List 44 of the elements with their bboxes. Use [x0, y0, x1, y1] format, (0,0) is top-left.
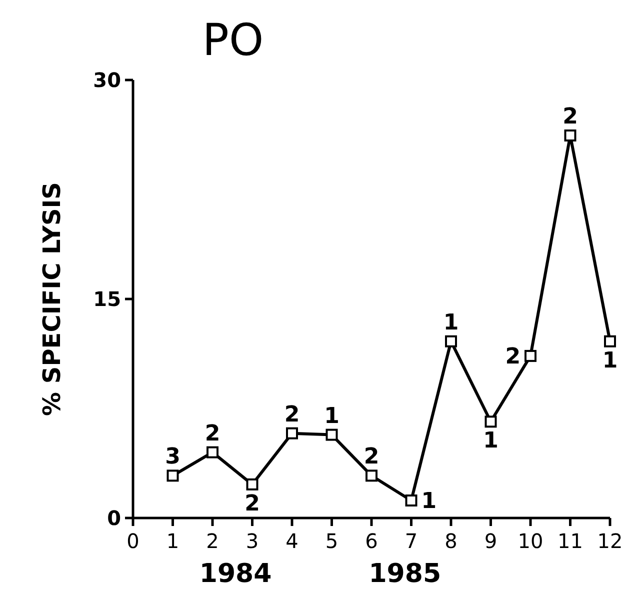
point: [405, 494, 418, 506]
y-axis-title: % SPECIFIC LYSIS: [38, 182, 66, 416]
x-tick-label: 9: [484, 529, 498, 553]
point: [286, 427, 298, 440]
chart-title: PO: [202, 15, 264, 66]
x-tick-label: 6: [365, 529, 378, 553]
x-tick-label: 2: [206, 529, 219, 553]
point: [445, 335, 457, 348]
annotation: 2: [505, 344, 520, 370]
annotation: 1: [324, 404, 340, 429]
x-tick-label: 0: [126, 529, 140, 553]
annotation: 2: [204, 421, 220, 446]
text: 1984: [199, 559, 272, 589]
annotation: 2: [562, 104, 578, 130]
x-tick-label: 10: [518, 529, 544, 553]
annotation: 1: [602, 348, 618, 374]
x-tick-label: 3: [246, 529, 259, 553]
annotation: 2: [284, 402, 300, 428]
y-tick-label: 0: [107, 506, 121, 530]
text: 1985: [368, 559, 442, 589]
annotation: 1: [483, 428, 498, 454]
x-tick-label: 4: [286, 529, 298, 553]
point: [246, 478, 258, 490]
point: [564, 129, 576, 142]
point: [484, 416, 497, 428]
x-tick-label: 5: [325, 529, 338, 553]
point: [166, 470, 179, 482]
annotation: 2: [244, 491, 260, 516]
x-tick-label: 1: [166, 529, 180, 553]
x-tick-label: 11: [558, 529, 583, 553]
annotation: 2: [364, 444, 380, 470]
point: [524, 350, 536, 362]
annotation: 3: [165, 444, 180, 470]
annotation: 1: [443, 310, 459, 336]
point: [366, 470, 378, 482]
x-tick-label: 12: [597, 529, 623, 553]
annotation: 1: [421, 489, 437, 514]
point: [604, 335, 616, 348]
x-tick-label: 8: [444, 529, 458, 553]
x-tick-label: 7: [404, 529, 418, 553]
y-tick-label: 15: [93, 287, 121, 311]
point: [326, 428, 338, 441]
point: [206, 446, 218, 458]
y-tick-label: 30: [93, 68, 121, 92]
